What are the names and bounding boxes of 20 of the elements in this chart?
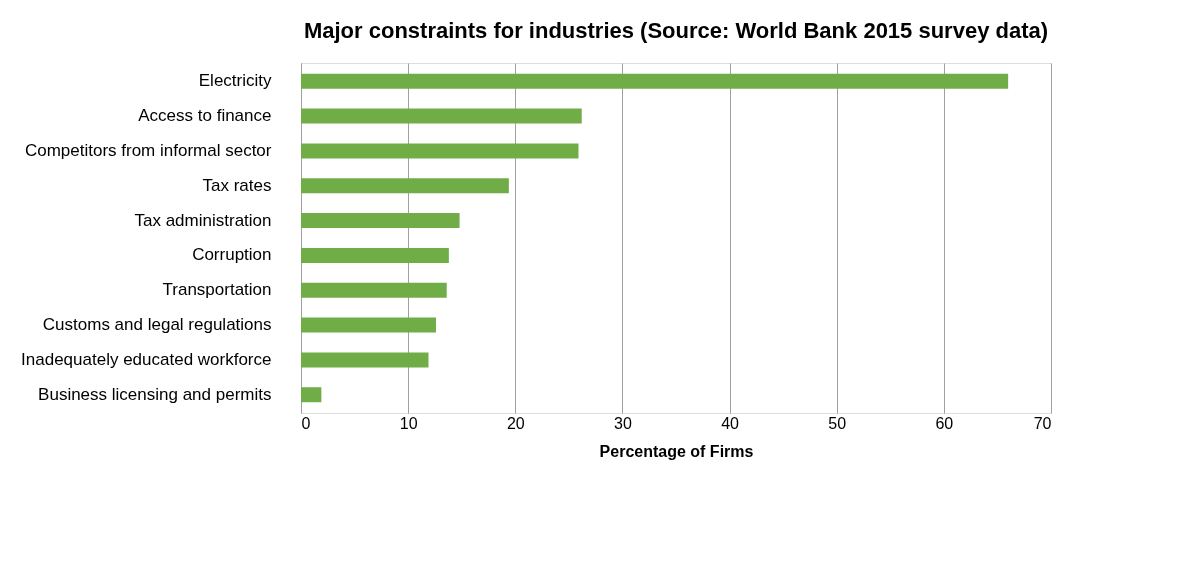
y-tick-label: Transportation [162,280,272,300]
x-tick-label: 40 [721,414,740,432]
x-tick-label: 70 [1033,414,1052,432]
y-tick-label: Corruption [192,245,272,265]
y-tick-label: Access to finance [138,106,272,126]
y-tick-label: Customs and legal regulations [42,315,272,335]
x-axis-title: Percentage of Firms [599,442,754,460]
x-tick-label: 0 [301,414,311,432]
x-tick-label: 20 [506,414,525,432]
x-tick-label: 50 [828,414,847,432]
y-tick-label: Competitors from informal sector [24,140,272,160]
y-tick-label: Tax rates [202,175,272,195]
y-tick-label: Business licensing and permits [38,384,272,404]
x-tick-label: 30 [614,414,632,432]
y-tick-label: Electricity [198,71,272,91]
y-tick-label: Inadequately educated workforce [21,349,272,369]
chart-title: Major constraints for industries (Source: World Bank 2015 survey data) [303,18,1049,43]
y-tick-label: Tax administration [134,210,272,230]
x-tick-label: 60 [935,414,954,432]
x-tick-label: 10 [399,414,418,432]
